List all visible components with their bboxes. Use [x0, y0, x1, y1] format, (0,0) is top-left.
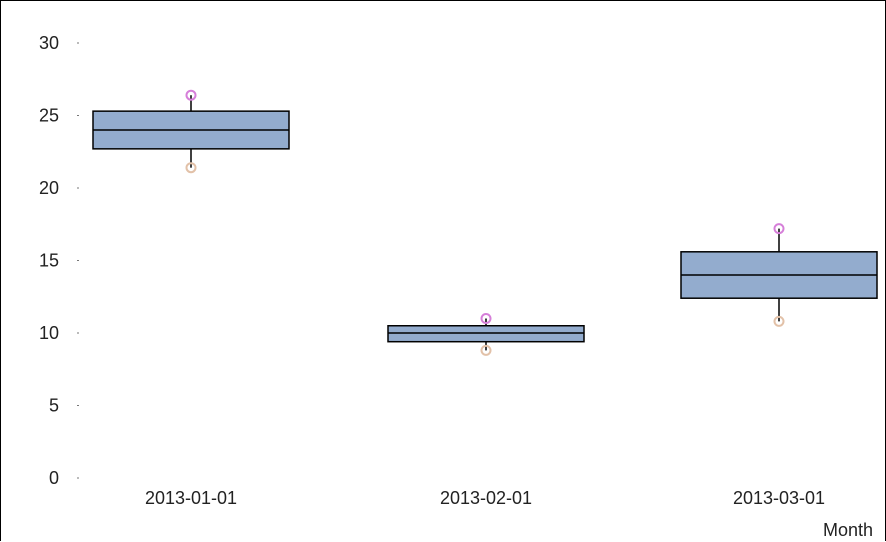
box-2013-01-01 — [92, 89, 290, 174]
x-tick-label: 2013-03-01 — [733, 488, 825, 508]
boxes — [92, 89, 878, 356]
y-tick-label: 0 — [49, 468, 59, 488]
x-tick-label: 2013-01-01 — [145, 488, 237, 508]
max-point — [185, 89, 197, 101]
min-point — [480, 344, 492, 356]
x-axis-title: Month — [823, 520, 873, 540]
y-tick-label: 20 — [39, 178, 59, 198]
y-tick-label: 10 — [39, 323, 59, 343]
y-tick-label: 5 — [49, 396, 59, 416]
x-axis: 2013-01-01 2013-02-01 2013-03-01 — [145, 488, 825, 508]
y-tick-label: 25 — [39, 106, 59, 126]
y-tick-label: 15 — [39, 251, 59, 271]
y-axis: 0 5 10 15 20 25 30 — [39, 33, 79, 488]
x-tick-label: 2013-02-01 — [440, 488, 532, 508]
box-2013-03-01 — [680, 223, 878, 327]
max-point — [480, 313, 492, 324]
max-point — [773, 223, 785, 235]
min-point — [185, 162, 197, 174]
y-tick-label: 30 — [39, 33, 59, 53]
min-point — [773, 315, 785, 327]
box-2013-02-01 — [387, 313, 585, 356]
